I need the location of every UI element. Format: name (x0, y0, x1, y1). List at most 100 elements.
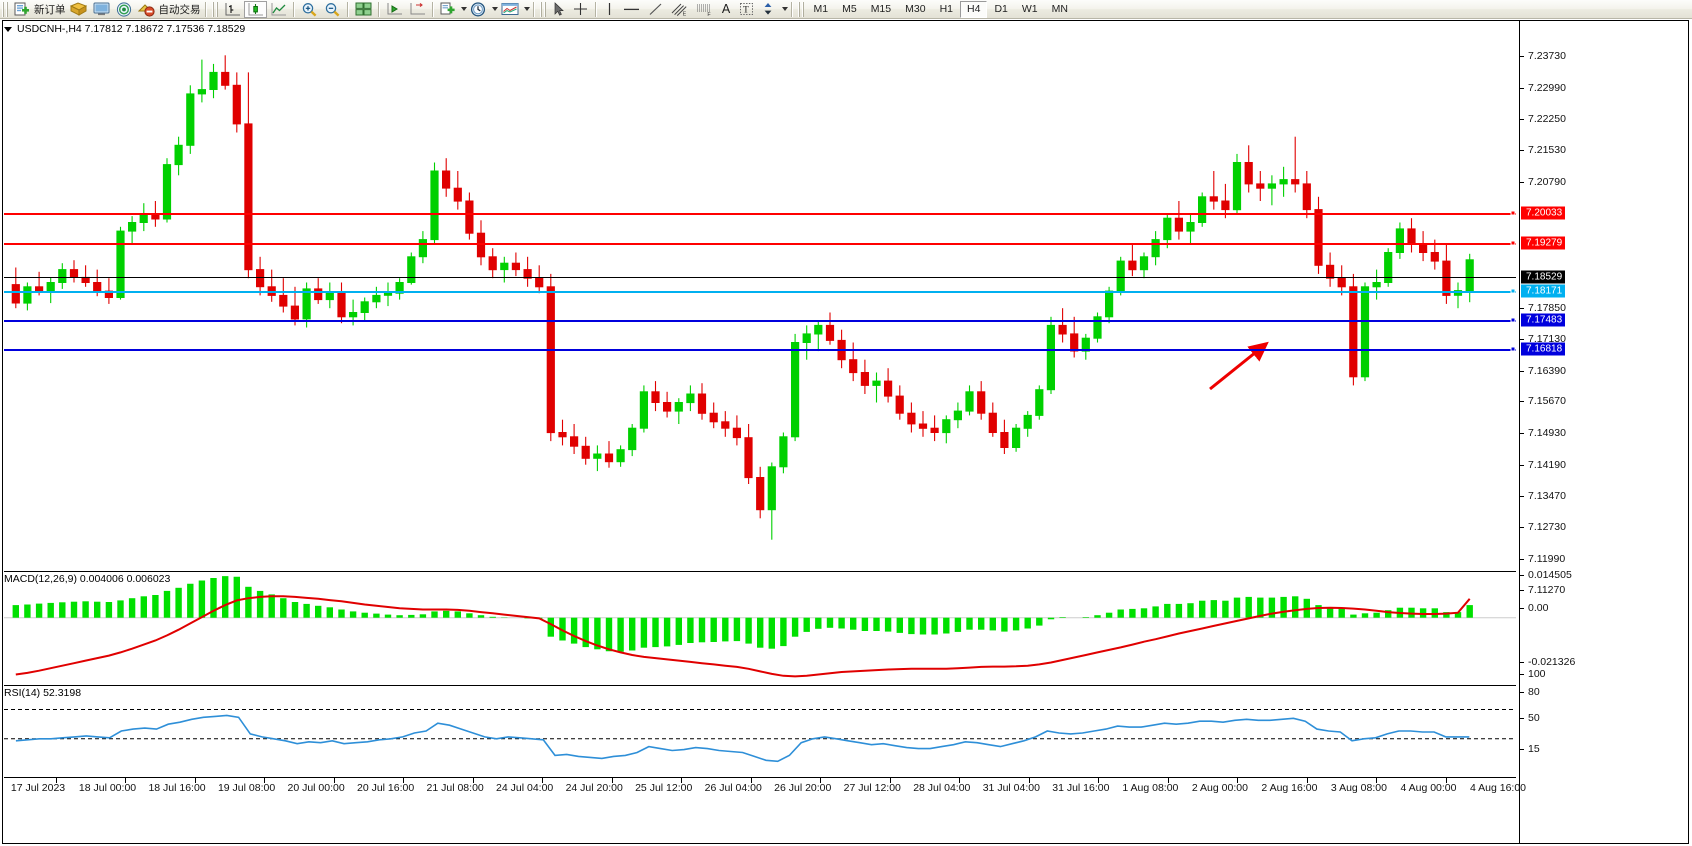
time-tick-label: 28 Jul 04:00 (913, 782, 971, 794)
crosshair-button[interactable] (569, 1, 592, 18)
level-price-badge-resistance-1[interactable]: 7.20033 (1521, 206, 1566, 220)
templates-dropdown-caret[interactable] (523, 7, 530, 11)
timeframe-mn-button[interactable]: MN (1051, 3, 1068, 15)
level-line-resistance-2[interactable] (4, 243, 1516, 245)
time-axis[interactable]: 17 Jul 2023 18 Jul 00:00 18 Jul 16:00 19 Ju… (4, 777, 1526, 842)
timeframe-grip[interactable] (797, 1, 805, 17)
macd-pane[interactable] (4, 571, 1516, 685)
bar-chart-icon (225, 2, 240, 15)
arrows-button[interactable] (757, 1, 780, 18)
level-price-badge-resistance-2[interactable]: 7.19279 (1521, 236, 1566, 250)
level-price-badge-support-1[interactable]: 7.17483 (1521, 313, 1566, 327)
channel-icon: E (671, 3, 686, 17)
price-tick (1520, 590, 1524, 591)
timeframe-w1-button[interactable]: W1 (1021, 3, 1038, 15)
level-line-support-1[interactable] (4, 320, 1516, 322)
candlestick-series (11, 55, 1474, 540)
time-tick-label: 2 Aug 16:00 (1261, 782, 1318, 794)
price-tick-label: 7.17850 (1528, 301, 1566, 314)
chart-tools-grip[interactable] (211, 1, 219, 17)
macd-tick (1520, 608, 1524, 609)
timeframe-d1-button[interactable]: D1 (994, 3, 1008, 15)
candlestick-chart-button[interactable] (243, 0, 267, 18)
toolbar-grip[interactable] (2, 1, 9, 17)
horizontal-line-button[interactable] (619, 1, 644, 18)
svg-text:F: F (707, 11, 711, 16)
price-tick (1520, 119, 1524, 121)
arrow-up-right-annotation[interactable] (1200, 334, 1280, 394)
time-tick (959, 778, 961, 783)
level-line-resistance-1[interactable] (4, 213, 1516, 215)
tile-windows-button[interactable] (352, 1, 375, 18)
templates-button[interactable] (498, 1, 522, 18)
macd-tick-label: -0.021326 (1528, 656, 1576, 668)
expert-advisor-button[interactable] (67, 1, 90, 18)
rsi-tick-label: 80 (1528, 686, 1540, 698)
rsi-pane[interactable] (4, 685, 1516, 777)
market-watch-button[interactable] (113, 1, 135, 18)
vertical-line-button[interactable] (600, 1, 619, 18)
time-tick-label: 4 Aug 16:00 (1469, 782, 1527, 794)
level-anchor-support-1[interactable] (1510, 317, 1516, 323)
timeframe-m5-button[interactable]: M5 (842, 3, 857, 15)
period-button[interactable] (467, 1, 490, 18)
time-tick-label: 25 Jul 12:00 (635, 782, 693, 794)
price-tick-label: 7.12730 (1528, 521, 1566, 534)
level-line-current-price[interactable] (4, 277, 1516, 278)
fibonacci-button[interactable]: F (692, 1, 717, 18)
price-tick-label: 7.22250 (1528, 113, 1566, 126)
price-tick (1520, 370, 1524, 372)
time-tick (611, 778, 613, 783)
time-tick (1446, 778, 1447, 783)
zoom-in-button[interactable] (298, 1, 321, 18)
equidistant-channel-button[interactable]: E (667, 1, 692, 18)
price-tick-label: 7.23730 (1528, 49, 1566, 62)
terminal-button[interactable] (90, 1, 113, 18)
level-line-support-2[interactable] (4, 349, 1516, 351)
auto-scroll-button[interactable] (383, 1, 406, 18)
timeframe-h4-button[interactable]: H4 (960, 0, 988, 18)
price-axis[interactable]: 7.23730 7.22990 7.22250 7.21530 7.20790 7.178… (1519, 21, 1687, 843)
time-tick-label: 2 Aug 00:00 (1191, 782, 1248, 794)
text-button[interactable]: A (717, 1, 736, 18)
line-chart-button[interactable] (267, 1, 290, 18)
timeframe-h1-button[interactable]: H1 (939, 3, 953, 15)
period-dropdown-caret[interactable] (491, 7, 498, 11)
level-price-badge-cyan-level[interactable]: 7.18171 (1521, 284, 1566, 298)
chart-menu-triangle-icon[interactable] (4, 26, 12, 32)
macd-tick-label: 0.00 (1528, 602, 1549, 614)
book-icon (69, 2, 87, 16)
bar-chart-button[interactable] (221, 1, 244, 18)
price-pane[interactable] (4, 21, 1516, 571)
level-anchor-resistance-2[interactable] (1510, 240, 1516, 246)
price-tick-label: 7.16390 (1528, 364, 1566, 377)
macd-series (4, 576, 1516, 678)
level-price-badge-support-2[interactable]: 7.16818 (1521, 342, 1566, 356)
time-tick-label: 26 Jul 04:00 (704, 782, 762, 794)
price-tick (1520, 87, 1524, 89)
new-order-button[interactable] (11, 1, 33, 18)
trendline-button[interactable] (644, 1, 667, 18)
timeframe-m30-button[interactable]: M30 (905, 3, 926, 15)
zoom-out-button[interactable] (321, 1, 344, 18)
macd-tick (1520, 575, 1524, 576)
text-label-button[interactable]: T (736, 1, 757, 18)
chart-shift-button[interactable] (406, 1, 429, 18)
arrows-dropdown-caret[interactable] (781, 7, 788, 11)
time-tick-label: 4 Aug 00:00 (1400, 782, 1457, 794)
level-price-badge-current-price[interactable]: 7.18529 (1521, 270, 1566, 284)
timeframe-m15-button[interactable]: M15 (870, 3, 892, 15)
drawing-tools-grip[interactable] (539, 1, 547, 17)
auto-trading-button[interactable] (135, 1, 158, 18)
time-tick-label: 27 Jul 12:00 (843, 782, 901, 794)
chart-window: USDCNH-,H4 7.17812 7.18672 7.17536 7.185… (0, 19, 1692, 846)
indicators-button[interactable] (437, 1, 459, 18)
cursor-button[interactable] (549, 1, 569, 18)
level-anchor-cyan-level[interactable] (1510, 288, 1516, 294)
timeframe-m1-button[interactable]: M1 (813, 3, 829, 15)
level-anchor-support-2[interactable] (1510, 346, 1516, 352)
level-line-cyan-level[interactable] (4, 291, 1516, 293)
level-anchor-resistance-1[interactable] (1510, 210, 1516, 216)
indicators-dropdown-caret[interactable] (460, 7, 467, 11)
time-tick-label: 3 Aug 08:00 (1330, 782, 1387, 794)
